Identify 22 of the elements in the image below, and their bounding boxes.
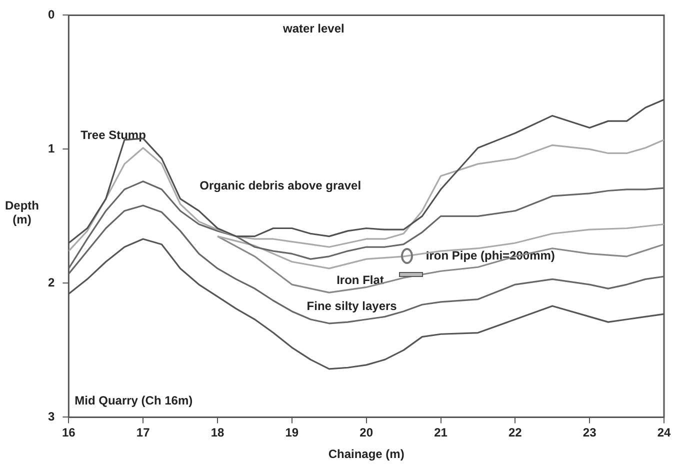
x-tick-label: 17 xyxy=(136,426,150,440)
annotation: Mid Quarry (Ch 16m) xyxy=(74,393,193,408)
annotation: Iron Flat xyxy=(336,272,384,287)
x-tick-label: 18 xyxy=(210,426,224,440)
y-tick-label: 3 xyxy=(48,410,55,424)
x-tick-label: 22 xyxy=(508,426,522,440)
x-tick-label: 20 xyxy=(360,426,374,440)
y-tick-label: 1 xyxy=(48,142,55,156)
x-tick-label: 19 xyxy=(285,426,299,440)
annotation: Tree Stump xyxy=(80,128,146,142)
x-axis-title: Chainage (m) xyxy=(328,447,404,462)
annotation: Fine silty layers xyxy=(306,298,398,313)
x-tick-label: 21 xyxy=(434,426,448,440)
annotation: Organic debris above gravel xyxy=(200,178,362,192)
y-axis-title: Depth (m) xyxy=(5,198,39,227)
annotation: Iron Pipe (phi=200mm) xyxy=(426,248,555,263)
x-tick-label: 16 xyxy=(62,426,76,440)
x-tick-label: 23 xyxy=(582,426,597,440)
y-tick-label: 0 xyxy=(48,8,55,22)
y-tick-label: 2 xyxy=(48,276,55,290)
annotation: water level xyxy=(282,22,344,36)
x-tick-label: 24 xyxy=(657,426,671,440)
